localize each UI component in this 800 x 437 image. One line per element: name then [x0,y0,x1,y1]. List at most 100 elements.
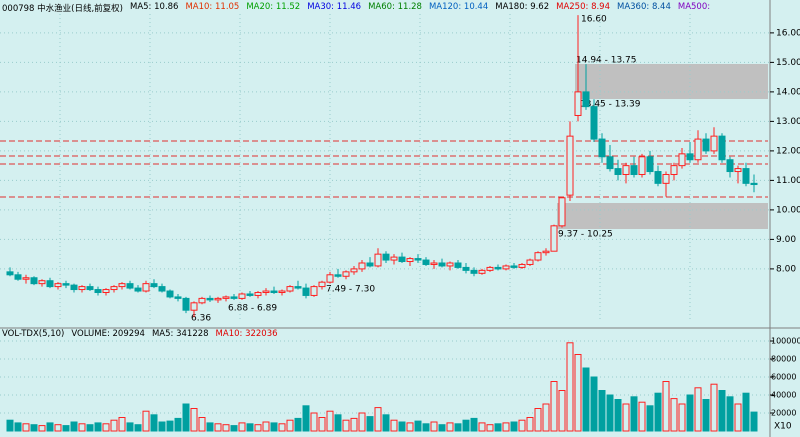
volume-bar [382,414,390,432]
volume-bar [310,412,318,432]
candle-body [150,283,158,288]
candle-body [542,250,550,254]
legend-item: MA10: 322036 [215,329,278,339]
legend-item: MA360: 8.44 [617,2,671,12]
y-tick-label: 9.00 [776,235,796,245]
annotation: 14.94 - 13.75 [576,56,637,66]
volume-bar [358,412,366,432]
volume-bar [14,422,22,432]
volume-bar [462,419,470,432]
y-tick-label: 8.00 [776,264,796,274]
volume-bar [422,423,430,432]
candle-body [326,274,334,283]
volume-bar [678,403,686,432]
candle-body [534,252,542,261]
legend-item: MA10: 11.05 [185,2,240,12]
volume-legend: VOLUME: 209294 MA5: 341228 MA10: 322036 [71,329,277,339]
candle-body [222,296,230,299]
legend-item: MA180: 9.62 [495,2,550,12]
volume-bar [494,423,502,432]
volume-bar [502,422,510,432]
legend-item: MA120: 10.44 [428,2,489,12]
volume-bar [606,394,614,432]
candle-body [438,262,446,267]
volume-bar [182,403,190,432]
volume-bar [30,424,38,432]
candle-body [662,173,670,184]
candle-body [638,156,646,175]
volume-bar [542,403,550,432]
y-tick-label: 12.00 [776,146,800,156]
volume-bar [638,401,646,432]
candle-body [670,165,678,175]
volume-bar [590,376,598,432]
y-tick-label: 20000 [771,409,796,418]
annotation: 7.49 - 7.30 [326,285,375,295]
volume-bar [438,424,446,432]
volume-bar [582,367,590,432]
volume-bar [686,394,694,432]
legend-item: MA5: 341228 [151,329,209,339]
y-tick-label: 60000 [771,373,796,382]
candle-body [142,283,150,292]
candle-body [718,135,726,161]
candle-body [606,156,614,170]
volume-bar [254,424,262,432]
y-tick-label: 80000 [771,355,796,364]
volume-bar [446,422,454,432]
candle-body [46,280,54,288]
volume-bar [694,387,702,432]
candle-body [390,256,398,261]
candle-body [750,182,758,186]
candle-body [494,266,502,270]
candle-body [486,266,494,271]
candle-body [558,197,566,227]
candle-body [734,168,742,173]
volume-bar [558,390,566,432]
y-tick-label: 15.00 [776,58,800,68]
y-tick-label: 10.00 [776,205,800,215]
candle-body [22,277,30,280]
volume-bar [622,403,630,432]
volume-bar [734,403,742,432]
volume-bar [614,399,622,432]
volume-bar [278,423,286,432]
candle-body [470,269,478,274]
candle-body [174,296,182,299]
volume-bar [22,423,30,432]
candle-body [6,271,14,276]
ma-legend: MA5: 10.86 MA10: 11.05 MA20: 11.52 MA30: 11… [130,2,710,14]
volume-bar [742,392,750,432]
candle-body [502,265,510,270]
candle-body [678,153,686,167]
volume-bar [198,417,206,432]
candle-body [414,258,422,261]
legend-item: MA20: 11.52 [246,2,301,12]
volume-bar [294,417,302,432]
volume-bar [574,354,582,432]
volume-bar [350,417,358,432]
candle-body [582,91,590,108]
range-box [575,64,768,99]
candle-body [310,286,318,296]
candle-body [94,289,102,293]
candle-body [622,165,630,175]
volume-bar [118,417,126,432]
volume-bar [702,399,710,432]
candle-body [646,156,654,173]
volume-bar [486,424,494,432]
candle-body [382,253,390,261]
candle-body [742,168,750,184]
volume-bar [286,419,294,432]
candle-body [54,283,62,288]
volume-bar [214,423,222,432]
volume-bar [150,414,158,432]
candle-body [70,284,78,291]
volume-bar [390,419,398,432]
candle-body [374,253,382,267]
legend-item: MA30: 11.46 [307,2,362,12]
volume-bar [414,420,422,432]
volume-bar [126,422,134,432]
